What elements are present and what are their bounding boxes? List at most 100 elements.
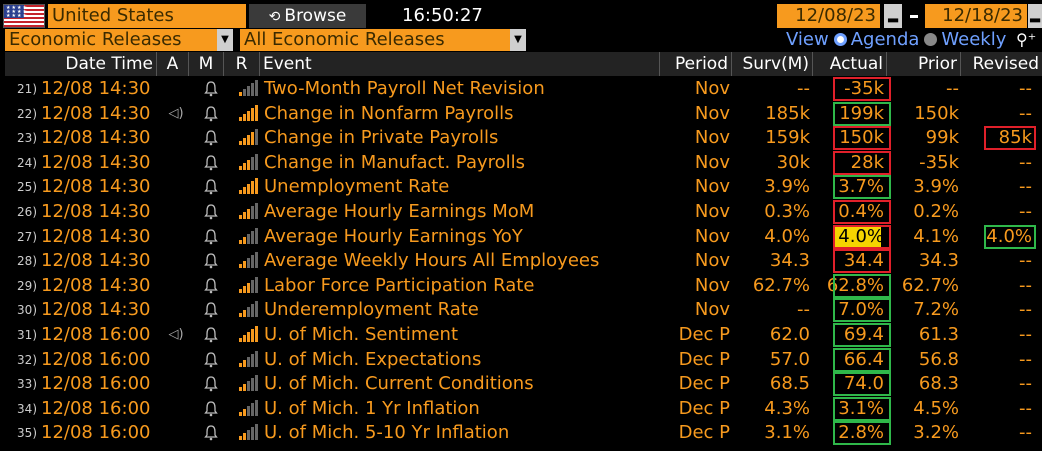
- survey-cell: 159k: [765, 127, 810, 149]
- actual-cell[interactable]: 3.1%: [838, 397, 884, 419]
- weekly-label[interactable]: Weekly: [941, 29, 1007, 50]
- speaker-icon[interactable]: ◁): [168, 327, 184, 342]
- event-name[interactable]: Average Hourly Earnings MoM: [264, 201, 535, 222]
- browse-button[interactable]: ⟲ Browse: [249, 4, 366, 28]
- actual-cell[interactable]: 34.4: [843, 250, 884, 272]
- col-survey[interactable]: Surv(M): [732, 52, 813, 76]
- table-row[interactable]: 29) 12/08 14:30 Labor Force Participation …: [0, 273, 1042, 299]
- col-revised[interactable]: Revised: [972, 54, 1039, 74]
- weekly-radio[interactable]: [924, 33, 938, 46]
- event-name[interactable]: Two-Month Payroll Net Revision: [264, 78, 545, 99]
- bell-icon[interactable]: [201, 200, 221, 225]
- start-date-dropdown-button[interactable]: ▂: [884, 4, 902, 28]
- event-name[interactable]: U. of Mich. 5-10 Yr Inflation: [264, 422, 510, 444]
- col-audio[interactable]: A: [157, 52, 189, 76]
- col-date-time[interactable]: Date Time: [5, 52, 157, 76]
- settings-icon[interactable]: ⚲⁺: [1016, 30, 1037, 49]
- filter-dropdown-arrow-icon[interactable]: ▼: [510, 29, 526, 51]
- period-cell: Nov: [694, 102, 730, 124]
- actual-cell[interactable]: 74.0: [843, 373, 884, 395]
- event-name[interactable]: U. of Mich. Expectations: [264, 348, 482, 370]
- relevance-bars-icon: [236, 323, 258, 347]
- actual-cell[interactable]: 62.8%: [826, 274, 884, 296]
- table-row[interactable]: 34) 12/08 16:00 U. of Mich. 1 Yr Inflation…: [0, 396, 1042, 422]
- table-row[interactable]: 24) 12/08 14:30 Change in Manufact. Payrol…: [0, 150, 1042, 176]
- table-row[interactable]: 28) 12/08 14:30 Average Weekly Hours All E…: [0, 249, 1042, 274]
- bell-icon[interactable]: [201, 225, 221, 250]
- event-name[interactable]: Change in Private Payrolls: [264, 127, 499, 149]
- actual-cell[interactable]: 0.4%: [838, 201, 884, 222]
- table-row[interactable]: 21) 12/08 14:30 Two-Month Payroll Net Revi…: [0, 77, 1042, 102]
- table-row[interactable]: 27) 12/08 14:30 Average Hourly Earnings Yo…: [0, 224, 1042, 250]
- event-name[interactable]: Change in Nonfarm Payrolls: [264, 102, 514, 124]
- bell-icon[interactable]: [201, 102, 221, 127]
- col-period[interactable]: Period: [660, 52, 732, 76]
- table-row[interactable]: 26) 12/08 14:30 Average Hourly Earnings Mo…: [0, 200, 1042, 225]
- event-name[interactable]: Change in Manufact. Payrolls: [264, 151, 526, 173]
- table-row[interactable]: 22) 12/08 14:30 ◁) Change in Nonfarm Payrol…: [0, 101, 1042, 127]
- bell-icon[interactable]: [201, 397, 221, 422]
- category-dropdown-arrow-icon[interactable]: ▼: [217, 29, 233, 51]
- actual-cell[interactable]: 199k: [839, 102, 884, 124]
- event-name[interactable]: Underemployment Rate: [264, 299, 479, 321]
- event-name[interactable]: Average Hourly Earnings YoY: [264, 225, 523, 247]
- survey-cell: 62.7%: [752, 274, 810, 296]
- actual-cell[interactable]: 66.4: [843, 348, 884, 370]
- table-row[interactable]: 23) 12/08 14:30 Change in Private Payrolls…: [0, 126, 1042, 151]
- bell-icon[interactable]: [201, 298, 221, 323]
- survey-cell: 30k: [776, 151, 810, 173]
- table-row[interactable]: 25) 12/08 14:30 Unemployment Rate Nov 3.9% 3.…: [0, 175, 1042, 200]
- bell-icon[interactable]: [201, 372, 221, 397]
- actual-cell[interactable]: 4.0%: [838, 225, 884, 247]
- agenda-radio[interactable]: [833, 33, 847, 46]
- selected-cell-highlight: [835, 225, 881, 248]
- start-date-field[interactable]: 12/08/23: [777, 4, 880, 28]
- event-name[interactable]: Labor Force Participation Rate: [264, 274, 535, 296]
- event-name[interactable]: Unemployment Rate: [264, 176, 450, 198]
- filter-dropdown[interactable]: All Economic Releases: [240, 29, 510, 51]
- bell-icon[interactable]: [201, 175, 221, 200]
- bell-icon[interactable]: [201, 151, 221, 176]
- bell-icon[interactable]: [201, 77, 221, 102]
- col-actual[interactable]: Actual: [813, 52, 887, 76]
- end-date-dropdown-button[interactable]: ▂: [1028, 4, 1042, 28]
- country-selector[interactable]: United States: [48, 4, 246, 28]
- bell-icon[interactable]: [201, 126, 221, 151]
- prior-cell: 150k: [914, 102, 959, 124]
- bell-icon[interactable]: [201, 421, 221, 446]
- actual-cell[interactable]: 2.8%: [838, 422, 884, 444]
- bell-icon[interactable]: [201, 249, 221, 274]
- row-number: 27): [17, 229, 37, 244]
- col-alert[interactable]: M: [189, 52, 224, 76]
- agenda-label[interactable]: Agenda: [850, 29, 920, 50]
- actual-cell[interactable]: 7.0%: [838, 299, 884, 321]
- bell-icon[interactable]: [201, 323, 221, 348]
- row-number: 26): [17, 205, 37, 219]
- event-name[interactable]: U. of Mich. Sentiment: [264, 324, 459, 345]
- end-date-field[interactable]: 12/18/23: [925, 4, 1027, 28]
- actual-cell[interactable]: 150k: [839, 127, 884, 149]
- actual-highlight-box: [833, 224, 891, 249]
- prior-cell: 62.7%: [901, 274, 959, 296]
- bell-icon[interactable]: [201, 274, 221, 299]
- table-row[interactable]: 33) 12/08 16:00 U. of Mich. Current Condit…: [0, 372, 1042, 397]
- bell-icon[interactable]: [201, 348, 221, 373]
- event-name[interactable]: U. of Mich. Current Conditions: [264, 373, 534, 395]
- actual-cell[interactable]: 69.4: [843, 324, 884, 345]
- col-relevance[interactable]: R: [224, 52, 260, 76]
- col-prior[interactable]: Prior: [887, 52, 961, 76]
- row-number: 34): [17, 401, 37, 416]
- row-date-time: 12/08 16:00: [41, 324, 151, 345]
- table-row[interactable]: 32) 12/08 16:00 U. of Mich. Expectations De…: [0, 347, 1042, 373]
- event-name[interactable]: Average Weekly Hours All Employees: [264, 250, 600, 272]
- actual-cell[interactable]: -35k: [844, 78, 884, 99]
- speaker-icon[interactable]: ◁): [168, 105, 184, 121]
- col-event[interactable]: Event: [260, 52, 660, 76]
- category-dropdown[interactable]: Economic Releases: [5, 29, 217, 51]
- table-row[interactable]: 31) 12/08 16:00 ◁) U. of Mich. Sentiment Dec…: [0, 323, 1042, 348]
- table-row[interactable]: 30) 12/08 14:30 Underemployment Rate Nov -- 7…: [0, 298, 1042, 323]
- event-name[interactable]: U. of Mich. 1 Yr Inflation: [264, 397, 480, 419]
- actual-cell[interactable]: 3.7%: [838, 176, 884, 198]
- actual-cell[interactable]: 28k: [850, 151, 884, 173]
- table-row[interactable]: 35) 12/08 16:00 U. of Mich. 5-10 Yr Inflat…: [0, 421, 1042, 446]
